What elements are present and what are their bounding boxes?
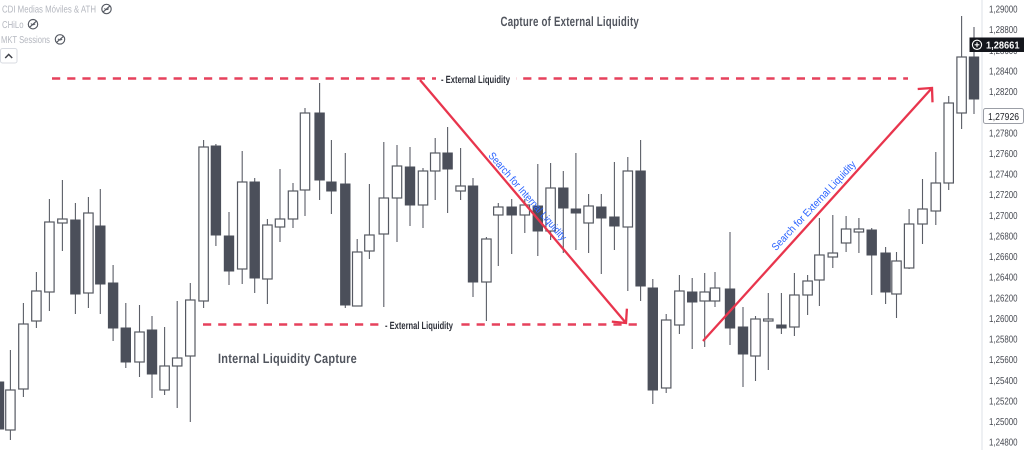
svg-text:CHiLo: CHiLo	[2, 20, 24, 31]
svg-text:1,27800: 1,27800	[989, 128, 1018, 139]
svg-text:1,26400: 1,26400	[989, 273, 1018, 284]
svg-text:1,26800: 1,26800	[989, 231, 1018, 242]
svg-text:1,25400: 1,25400	[989, 376, 1018, 387]
svg-text:1,24800: 1,24800	[989, 438, 1018, 449]
svg-text:1,26200: 1,26200	[989, 293, 1018, 304]
svg-text:1,26000: 1,26000	[989, 314, 1018, 325]
svg-text:1,27200: 1,27200	[989, 190, 1018, 201]
svg-text:1,28200: 1,28200	[989, 87, 1018, 98]
svg-text:1,28400: 1,28400	[989, 66, 1018, 77]
svg-text:Capture of External Liquidity: Capture of External Liquidity	[501, 14, 640, 29]
svg-text:1,25000: 1,25000	[989, 417, 1018, 428]
svg-text:Internal Liquidity Capture: Internal Liquidity Capture	[218, 351, 357, 366]
svg-text:1,27400: 1,27400	[989, 170, 1018, 181]
svg-text:MKT Sessions: MKT Sessions	[1, 35, 50, 46]
svg-text:1,26600: 1,26600	[989, 252, 1018, 263]
svg-text:1,29000: 1,29000	[989, 5, 1018, 16]
svg-text:1,27926: 1,27926	[988, 112, 1019, 123]
svg-text:1,25200: 1,25200	[989, 397, 1018, 408]
svg-text:CDI Medias Móviles & ATH: CDI Medias Móviles & ATH	[2, 5, 96, 16]
svg-text:1,25600: 1,25600	[989, 355, 1018, 366]
svg-text:1,27600: 1,27600	[989, 149, 1018, 160]
svg-text:1,28661: 1,28661	[986, 41, 1020, 52]
svg-text:- External Liquidity: - External Liquidity	[441, 74, 510, 86]
svg-text:1,28800: 1,28800	[989, 25, 1018, 36]
svg-text:- External Liquidity: - External Liquidity	[385, 320, 453, 332]
svg-text:1,27000: 1,27000	[989, 211, 1018, 222]
svg-text:1,25800: 1,25800	[989, 335, 1018, 346]
